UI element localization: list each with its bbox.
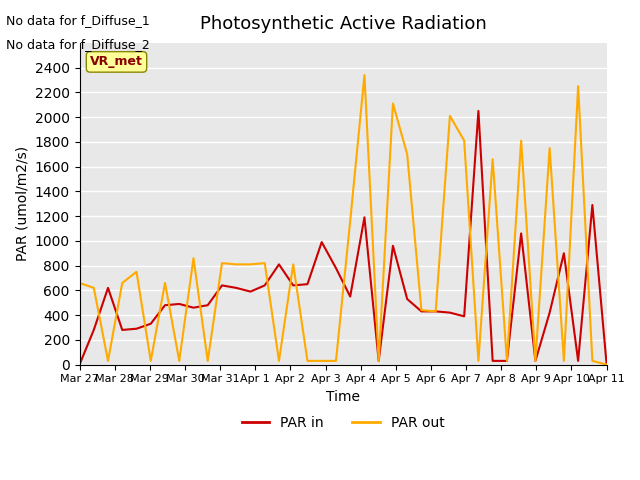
Text: VR_met: VR_met (90, 55, 143, 69)
Title: Photosynthetic Active Radiation: Photosynthetic Active Radiation (200, 15, 486, 33)
Legend: PAR in, PAR out: PAR in, PAR out (236, 410, 450, 435)
X-axis label: Time: Time (326, 390, 360, 404)
Text: No data for f_Diffuse_2: No data for f_Diffuse_2 (6, 38, 150, 51)
Y-axis label: PAR (umol/m2/s): PAR (umol/m2/s) (15, 146, 29, 261)
Text: No data for f_Diffuse_1: No data for f_Diffuse_1 (6, 14, 150, 27)
